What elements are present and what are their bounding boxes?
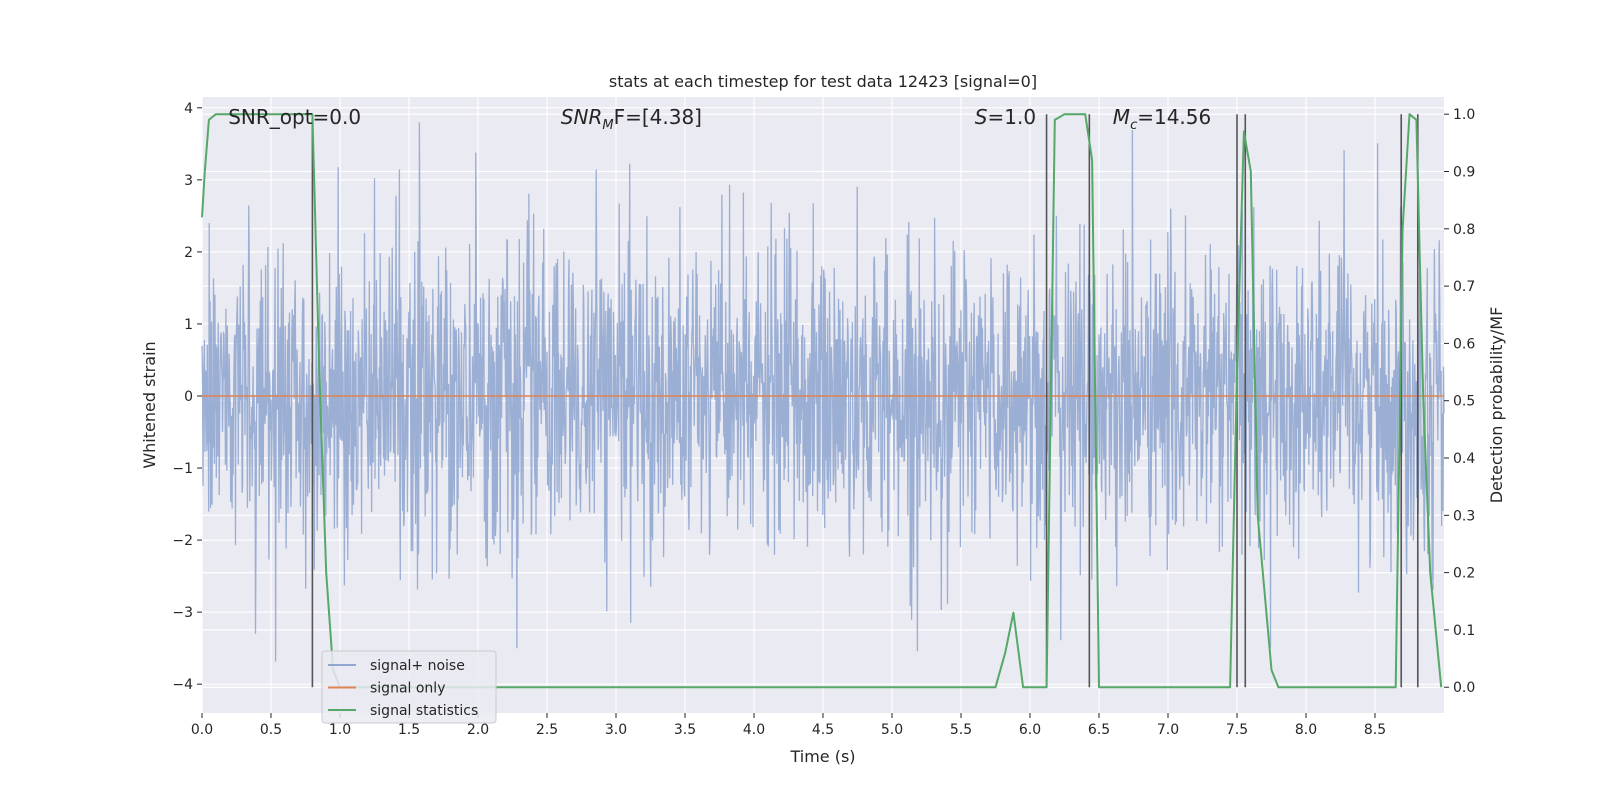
x-tick-label: 1.0 — [329, 722, 351, 738]
y2-tick-label: 0.1 — [1453, 623, 1475, 639]
y-tick-label: −1 — [172, 461, 193, 477]
y-tick-label: −2 — [172, 533, 193, 549]
legend-label-signal-only: signal only — [370, 681, 445, 697]
chart-title: stats at each timestep for test data 124… — [609, 72, 1037, 91]
legend-label-signal-plus-noise: signal+ noise — [370, 658, 465, 674]
x-tick-label: 4.0 — [743, 722, 765, 738]
x-axis-label: Time (s) — [789, 747, 855, 766]
y-tick-label: 3 — [184, 173, 193, 189]
x-tick-label: 8.0 — [1295, 722, 1317, 738]
y-tick-label: −4 — [172, 677, 193, 693]
annotation-s: S=1.0 — [975, 105, 1036, 129]
y2-tick-label: 0.4 — [1453, 451, 1475, 467]
y2-tick-label: 0.8 — [1453, 222, 1475, 238]
x-tick-label: 3.0 — [605, 722, 627, 738]
y-axis-ticks: 4 3 2 1 0 −1 −2 −3 −4 — [172, 101, 202, 693]
series-signal-statistics — [201, 113, 1443, 689]
annotation-s-value: =1.0 — [988, 105, 1037, 129]
annotation-mc-value: =14.56 — [1137, 105, 1211, 129]
x-tick-label: 8.5 — [1364, 722, 1386, 738]
y2-tick-label: 0.9 — [1453, 164, 1475, 180]
annotation-snr-mf-value: F=[4.38] — [614, 105, 702, 129]
annotation-mc-symbol: M — [1113, 105, 1130, 129]
y2-tick-label: 0.2 — [1453, 566, 1475, 582]
x-axis-ticks: 0.0 0.5 1.0 1.5 2.0 2.5 3.0 3.5 4.0 4.5 5.0 5.5 6.0 6… — [191, 713, 1386, 738]
annotation-s-symbol: S — [975, 105, 988, 129]
y-axis-label: Whitened strain — [140, 341, 159, 468]
y2-axis-ticks: 1.0 0.9 0.8 0.7 0.6 0.5 0.4 0.3 0.2 0.1 0.0 — [1444, 107, 1475, 696]
annotation-snr-mf: SNRMF=[4.38] — [561, 105, 702, 133]
x-tick-label: 5.0 — [881, 722, 903, 738]
x-tick-label: 6.5 — [1088, 722, 1110, 738]
x-tick-label: 0.5 — [260, 722, 282, 738]
x-tick-label: 7.5 — [1226, 722, 1248, 738]
x-tick-label: 4.5 — [812, 722, 834, 738]
x-tick-label: 2.0 — [467, 722, 489, 738]
x-tick-label: 3.5 — [674, 722, 696, 738]
series-line-signal-statistics — [201, 113, 1443, 689]
x-tick-label: 0.0 — [191, 722, 213, 738]
y-tick-label: 0 — [184, 389, 193, 405]
y2-tick-label: 0.3 — [1453, 508, 1475, 524]
x-tick-label: 6.0 — [1019, 722, 1041, 738]
x-tick-label: 5.5 — [950, 722, 972, 738]
y2-tick-label: 0.7 — [1453, 279, 1475, 295]
y2-tick-label: 0.6 — [1453, 336, 1475, 352]
y2-axis-label: Detection probability/MF — [1487, 307, 1506, 504]
y-tick-label: −3 — [172, 605, 193, 621]
y-tick-label: 1 — [184, 317, 193, 333]
annotation-snr-mf-subscript: M — [602, 118, 613, 133]
x-tick-label: 7.0 — [1157, 722, 1179, 738]
y2-tick-label: 1.0 — [1453, 107, 1475, 123]
annotation-mc-subscript: c — [1130, 118, 1137, 133]
y-tick-label: 2 — [184, 245, 193, 261]
x-tick-label: 2.5 — [536, 722, 558, 738]
y2-tick-label: 0.0 — [1453, 680, 1475, 696]
x-tick-label: 1.5 — [398, 722, 420, 738]
legend-box — [321, 650, 497, 724]
legend-label-signal-statistics: signal statistics — [370, 703, 478, 719]
y-tick-label: 4 — [184, 101, 193, 117]
annotation-snr-mf-symbol: SNR — [561, 105, 603, 129]
annotation-mc: Mc=14.56 — [1113, 105, 1211, 133]
legend: signal+ noise signal only signal statist… — [321, 650, 497, 724]
annotation-snr-opt: SNR_opt=0.0 — [228, 105, 361, 129]
y2-tick-label: 0.5 — [1453, 394, 1475, 410]
